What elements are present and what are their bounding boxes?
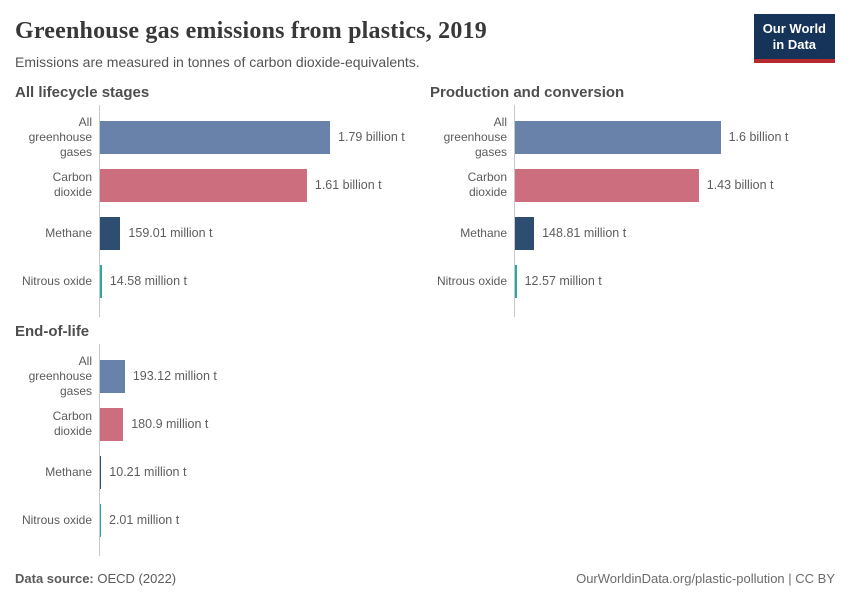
chart-panel: End-of-life All greenhouse gases 193.12 … (15, 323, 420, 556)
category-label: Carbon dioxide (467, 170, 507, 199)
bar-row: Methane 159.01 million t (15, 209, 420, 257)
bar[interactable] (100, 455, 102, 489)
bar-area: 1.79 billion t (99, 120, 420, 154)
bar-row: Nitrous oxide 12.57 million t (430, 257, 835, 305)
category-label: All greenhouse gases (28, 114, 92, 159)
data-source-label: Data source: (15, 571, 94, 586)
footer: Data source: OECD (2022) OurWorldinData.… (15, 571, 835, 586)
bar[interactable] (515, 264, 517, 298)
category-label: Nitrous oxide (21, 273, 92, 288)
bar-area: 159.01 million t (99, 216, 420, 250)
value-label: 159.01 million t (128, 226, 213, 240)
bar[interactable] (515, 216, 535, 250)
bar-area: 10.21 million t (99, 455, 420, 489)
bar[interactable] (100, 264, 102, 298)
bar[interactable] (100, 216, 121, 250)
bar-area: 2.01 million t (99, 503, 420, 537)
value-label: 1.43 billion t (706, 178, 774, 192)
page-title: Greenhouse gas emissions from plastics, … (15, 18, 487, 44)
axis-line (99, 105, 100, 317)
category-label: Methane (460, 225, 507, 240)
panel-title: End-of-life (15, 323, 90, 340)
bar-row: Carbon dioxide 1.43 billion t (430, 161, 835, 209)
data-source: Data source: OECD (2022) (15, 571, 176, 586)
bar-row: All greenhouse gases 1.6 billion t (430, 113, 835, 161)
category-label: Nitrous oxide (436, 273, 507, 288)
value-label: 1.79 billion t (338, 130, 405, 144)
bar-area: 193.12 million t (99, 359, 420, 393)
owid-logo[interactable]: Our World in Data (753, 14, 835, 63)
data-source-value: OECD (2022) (97, 571, 177, 586)
header: Greenhouse gas emissions from plastics, … (15, 12, 835, 70)
header-titles: Greenhouse gas emissions from plastics, … (15, 12, 487, 70)
value-label: 1.61 billion t (314, 178, 382, 192)
category-label: Carbon dioxide (52, 409, 92, 438)
bar-chart: All greenhouse gases 1.79 billion t Carb… (15, 105, 420, 317)
bar-area: 12.57 million t (514, 264, 835, 298)
bar-chart: All greenhouse gases 193.12 million t Ca… (15, 344, 420, 556)
bar-area: 1.6 billion t (514, 120, 835, 154)
bar-area: 14.58 million t (99, 264, 420, 298)
value-label: 1.6 billion t (728, 130, 789, 144)
bar[interactable] (100, 120, 330, 154)
bar-row: Carbon dioxide 180.9 million t (15, 400, 420, 448)
category-label: Methane (45, 225, 92, 240)
bar[interactable] (100, 407, 124, 441)
value-label: 193.12 million t (132, 369, 217, 383)
bar[interactable] (515, 168, 699, 202)
value-label: 10.21 million t (109, 465, 187, 479)
bar[interactable] (100, 359, 125, 393)
value-label: 180.9 million t (131, 417, 209, 431)
category-label: Methane (45, 464, 92, 479)
bar-row: All greenhouse gases 1.79 billion t (15, 113, 420, 161)
bar-area: 148.81 million t (514, 216, 835, 250)
bar-area: 1.61 billion t (99, 168, 420, 202)
bar[interactable] (515, 120, 721, 154)
credit-link[interactable]: OurWorldinData.org/plastic-pollution | C… (576, 571, 835, 586)
axis-line (99, 344, 100, 556)
bar-row: Nitrous oxide 2.01 million t (15, 496, 420, 544)
category-label: Carbon dioxide (52, 170, 92, 199)
bar-row: Carbon dioxide 1.61 billion t (15, 161, 420, 209)
chart-panel: Production and conversion All greenhouse… (430, 84, 835, 317)
category-label: All greenhouse gases (443, 114, 507, 159)
bar-area: 180.9 million t (99, 407, 420, 441)
bar-chart: All greenhouse gases 1.6 billion t Carbo… (430, 105, 835, 317)
value-label: 2.01 million t (109, 513, 180, 527)
chart-panel: All lifecycle stages All greenhouse gase… (15, 84, 420, 317)
panel-title: Production and conversion (430, 84, 625, 101)
bar-area: 1.43 billion t (514, 168, 835, 202)
owid-logo-line1: Our World (762, 21, 826, 36)
category-label: All greenhouse gases (28, 353, 92, 398)
bar-row: Methane 148.81 million t (430, 209, 835, 257)
bar-row: Nitrous oxide 14.58 million t (15, 257, 420, 305)
owid-logo-line2: in Data (772, 37, 817, 53)
panel-title: All lifecycle stages (15, 84, 150, 101)
bar[interactable] (100, 168, 307, 202)
bar-row: Methane 10.21 million t (15, 448, 420, 496)
value-label: 148.81 million t (542, 226, 627, 240)
value-label: 14.58 million t (109, 274, 187, 288)
bar-row: All greenhouse gases 193.12 million t (15, 352, 420, 400)
axis-line (514, 105, 515, 317)
bar[interactable] (100, 503, 101, 537)
charts-grid: All lifecycle stages All greenhouse gase… (15, 84, 835, 556)
value-label: 12.57 million t (524, 274, 602, 288)
page-subtitle: Emissions are measured in tonnes of carb… (15, 54, 420, 70)
category-label: Nitrous oxide (21, 512, 92, 527)
